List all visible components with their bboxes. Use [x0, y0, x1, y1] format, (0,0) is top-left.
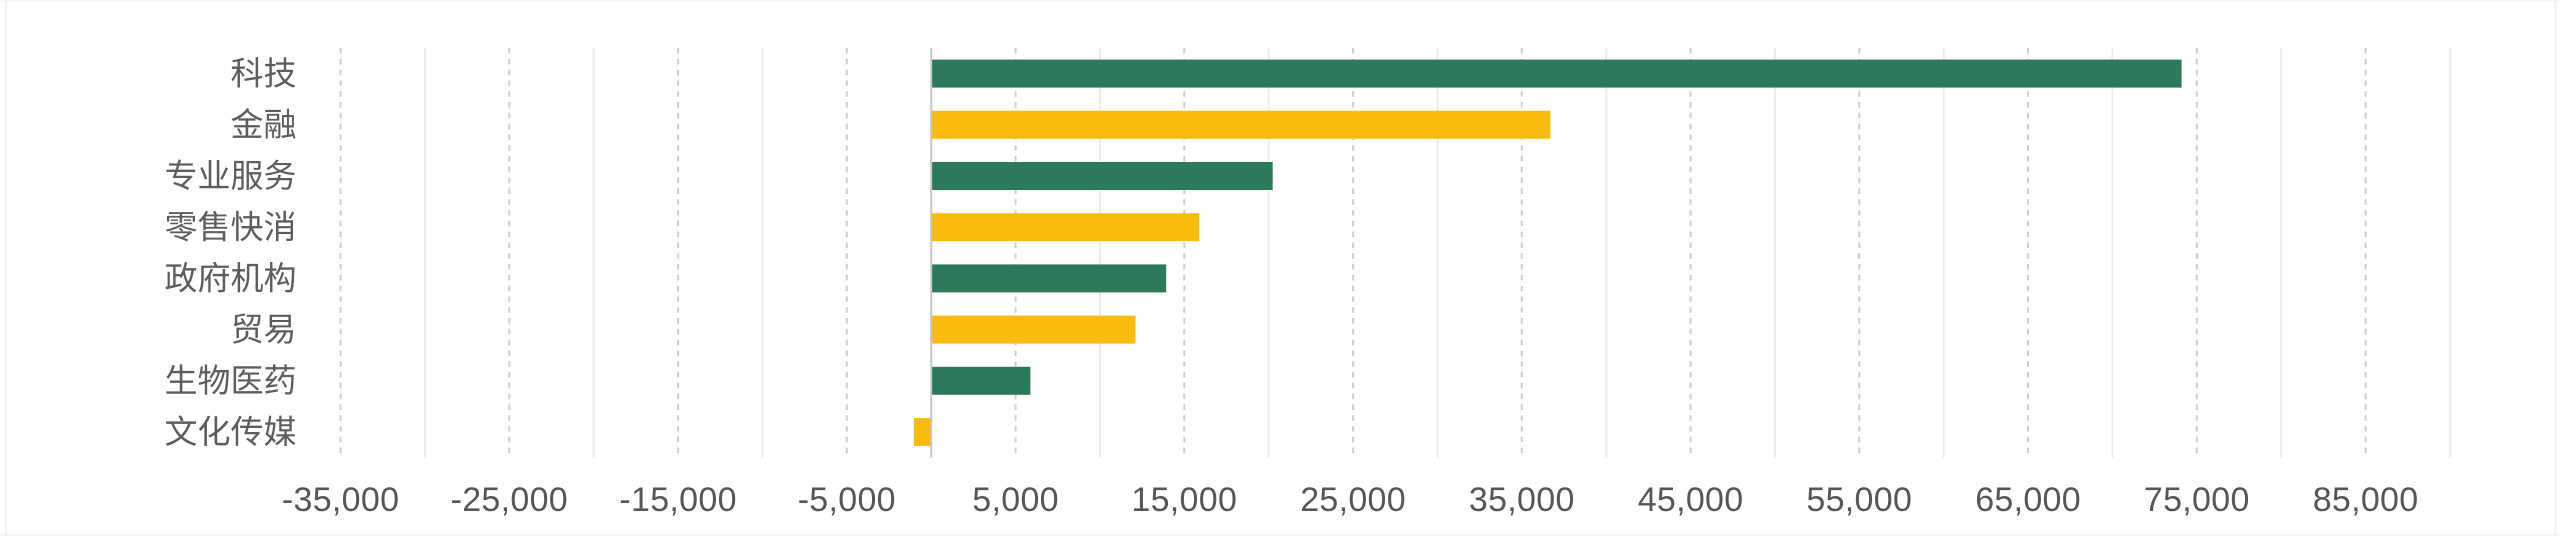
svg-text:15,000: 15,000: [1131, 481, 1237, 519]
svg-text:75,000: 75,000: [2144, 481, 2250, 519]
svg-text:-15,000: -15,000: [619, 481, 736, 519]
svg-text:85,000: 85,000: [2313, 481, 2419, 519]
svg-text:35,000: 35,000: [1469, 481, 1575, 519]
svg-text:55,000: 55,000: [1806, 481, 1912, 519]
svg-text:-25,000: -25,000: [451, 481, 568, 519]
svg-text:65,000: 65,000: [1975, 481, 2081, 519]
svg-text:-35,000: -35,000: [282, 481, 399, 519]
svg-text:25,000: 25,000: [1300, 481, 1406, 519]
svg-text:5,000: 5,000: [972, 481, 1059, 519]
svg-text:45,000: 45,000: [1638, 481, 1744, 519]
svg-text:-5,000: -5,000: [798, 481, 896, 519]
